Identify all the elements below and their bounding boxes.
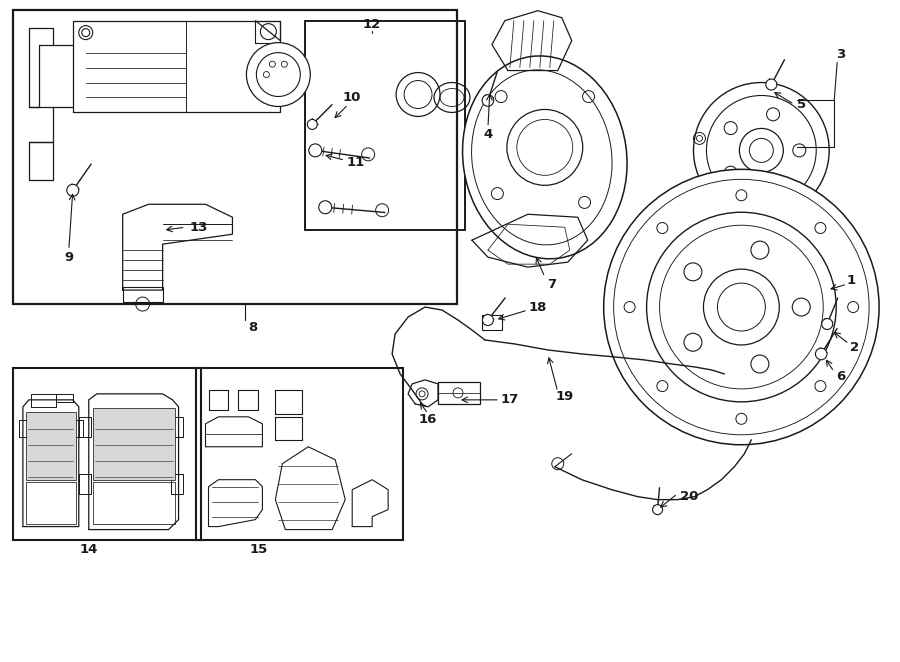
Ellipse shape <box>463 56 627 259</box>
Polygon shape <box>275 390 302 414</box>
Polygon shape <box>256 21 281 42</box>
Polygon shape <box>122 205 232 290</box>
Text: 2: 2 <box>850 342 859 354</box>
Bar <box>93 408 175 480</box>
Text: 16: 16 <box>418 413 437 426</box>
Circle shape <box>652 504 662 514</box>
Circle shape <box>309 144 322 157</box>
Circle shape <box>766 79 777 90</box>
Bar <box>305 21 465 230</box>
Circle shape <box>482 314 493 326</box>
Polygon shape <box>73 21 281 113</box>
Text: 3: 3 <box>837 48 846 61</box>
Text: 8: 8 <box>248 320 257 334</box>
Polygon shape <box>73 420 83 437</box>
Text: 1: 1 <box>847 273 856 287</box>
Polygon shape <box>488 224 570 264</box>
Text: 12: 12 <box>363 18 382 31</box>
Polygon shape <box>89 394 178 530</box>
Circle shape <box>694 83 829 218</box>
Polygon shape <box>29 142 53 180</box>
Polygon shape <box>79 417 91 437</box>
Text: 17: 17 <box>500 393 519 406</box>
Text: 13: 13 <box>189 220 208 234</box>
Polygon shape <box>56 394 73 402</box>
Polygon shape <box>29 28 53 107</box>
Polygon shape <box>171 417 183 437</box>
Text: 4: 4 <box>483 128 492 141</box>
Polygon shape <box>209 390 229 410</box>
Polygon shape <box>22 400 79 526</box>
Polygon shape <box>492 11 572 71</box>
Circle shape <box>482 95 494 107</box>
Polygon shape <box>19 420 29 437</box>
Polygon shape <box>472 214 588 267</box>
Bar <box>26 482 76 524</box>
Polygon shape <box>171 474 183 494</box>
Text: 18: 18 <box>528 301 547 314</box>
Bar <box>482 315 502 330</box>
Circle shape <box>67 184 79 197</box>
Bar <box>195 368 403 540</box>
Circle shape <box>307 119 318 130</box>
Circle shape <box>604 169 879 445</box>
Circle shape <box>247 42 310 107</box>
Circle shape <box>815 348 827 359</box>
Polygon shape <box>205 417 263 447</box>
Polygon shape <box>275 447 346 530</box>
Bar <box>13 10 457 304</box>
Polygon shape <box>408 380 438 407</box>
Text: 7: 7 <box>547 277 556 291</box>
Bar <box>438 382 480 404</box>
Circle shape <box>822 318 832 330</box>
Text: 6: 6 <box>837 371 846 383</box>
Text: 11: 11 <box>346 156 364 169</box>
Polygon shape <box>238 390 258 410</box>
Polygon shape <box>209 480 263 526</box>
Text: 20: 20 <box>680 490 698 503</box>
Text: 5: 5 <box>796 98 806 111</box>
Polygon shape <box>275 417 302 440</box>
Bar <box>13 368 201 540</box>
Text: 19: 19 <box>555 391 574 403</box>
Polygon shape <box>122 287 163 302</box>
Text: 14: 14 <box>79 543 98 556</box>
Circle shape <box>319 201 332 214</box>
Bar <box>26 412 76 480</box>
Text: 9: 9 <box>64 251 74 263</box>
Text: 10: 10 <box>343 91 362 104</box>
Polygon shape <box>79 474 91 494</box>
Polygon shape <box>352 480 388 526</box>
Text: 15: 15 <box>249 543 267 556</box>
Bar <box>93 482 175 524</box>
Polygon shape <box>31 394 56 407</box>
